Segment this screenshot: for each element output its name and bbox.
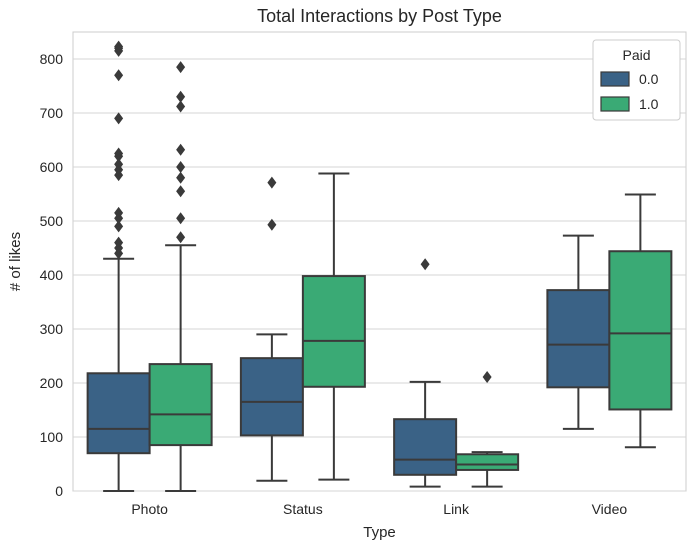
outlier-point bbox=[114, 112, 124, 125]
legend-swatch bbox=[600, 96, 630, 112]
y-tick-label: 100 bbox=[40, 429, 64, 445]
y-tick-label: 300 bbox=[40, 321, 64, 337]
outlier-point bbox=[114, 40, 124, 53]
y-tick-label: 400 bbox=[40, 267, 64, 283]
box-iqr bbox=[148, 363, 213, 447]
outlier-point bbox=[114, 147, 124, 160]
chart-title: Total Interactions by Post Type bbox=[257, 6, 502, 26]
outlier-point bbox=[267, 218, 277, 231]
outlier-point bbox=[176, 143, 186, 156]
box-video-unpaid bbox=[546, 234, 611, 430]
box-iqr bbox=[86, 372, 151, 455]
outlier-point bbox=[114, 236, 124, 249]
box-photo-paid bbox=[148, 61, 213, 492]
outlier-point bbox=[420, 258, 430, 271]
box-iqr bbox=[455, 453, 520, 471]
x-tick-label: Status bbox=[283, 501, 323, 517]
outlier-point bbox=[176, 90, 186, 103]
box-iqr bbox=[546, 289, 611, 389]
box-iqr bbox=[301, 275, 366, 388]
box-status-paid bbox=[301, 172, 366, 481]
outlier-point bbox=[114, 69, 124, 82]
y-tick-label: 0 bbox=[55, 483, 63, 499]
y-tick-label: 800 bbox=[40, 51, 64, 67]
outlier-point bbox=[176, 171, 186, 184]
box-photo-unpaid bbox=[86, 40, 151, 492]
box-link-paid bbox=[455, 371, 520, 488]
legend-entries: 0.0 1.0 bbox=[600, 71, 659, 112]
legend-swatch bbox=[600, 71, 630, 87]
outlier-point bbox=[176, 185, 186, 198]
outlier-point bbox=[176, 61, 186, 74]
outlier-point bbox=[114, 220, 124, 233]
outlier-point bbox=[176, 212, 186, 225]
outlier-point bbox=[114, 158, 124, 171]
outlier-point bbox=[114, 206, 124, 219]
y-tick-label: 200 bbox=[40, 375, 64, 391]
legend-label: 1.0 bbox=[639, 96, 659, 112]
legend: Paid 0.0 1.0 bbox=[592, 39, 681, 121]
box-status-unpaid bbox=[239, 176, 304, 482]
y-axis-label: # of likes bbox=[7, 232, 24, 291]
y-tick-label: 500 bbox=[40, 213, 64, 229]
box-iqr bbox=[239, 357, 304, 437]
box-iqr bbox=[393, 418, 458, 476]
legend-title: Paid bbox=[622, 47, 650, 63]
x-axis-label: Type bbox=[363, 524, 396, 541]
outlier-point bbox=[176, 161, 186, 173]
outlier-point bbox=[482, 371, 492, 384]
y-tick-label: 600 bbox=[40, 159, 64, 175]
outlier-point bbox=[267, 176, 277, 189]
y-tick-label: 700 bbox=[40, 105, 64, 121]
outlier-point bbox=[176, 100, 186, 113]
axis-layer: 0 100 200 300 400 500 600 700 800 Photo Status Link… bbox=[40, 51, 628, 517]
box-iqr bbox=[608, 250, 673, 411]
legend-label: 0.0 bbox=[639, 71, 659, 87]
x-tick-label: Photo bbox=[131, 501, 168, 517]
x-tick-label: Link bbox=[443, 501, 470, 517]
outlier-point bbox=[176, 231, 186, 244]
box-video-paid bbox=[608, 193, 673, 449]
box-link-unpaid bbox=[393, 258, 458, 488]
x-tick-label: Video bbox=[592, 501, 628, 517]
box-layer bbox=[86, 40, 673, 492]
